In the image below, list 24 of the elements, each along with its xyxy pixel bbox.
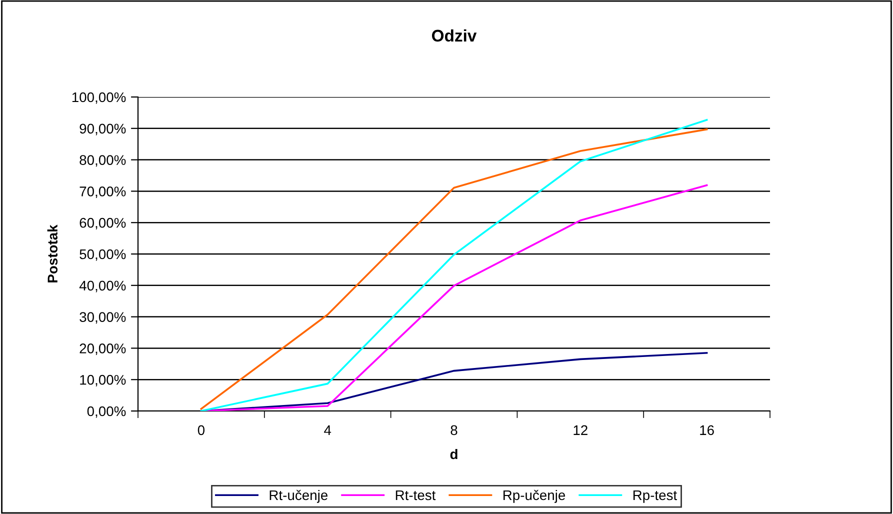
y-tick-label: 90,00% — [80, 124, 126, 136]
legend-label: Rt-učenje — [270, 490, 328, 503]
x-tick-label: 8 — [450, 425, 458, 436]
x-tick-label: 12 — [574, 425, 588, 435]
legend-label: Rp-test — [633, 490, 677, 503]
x-tick-label: 16 — [700, 425, 714, 436]
line-series — [200, 352, 708, 411]
chart-title: Odziv — [432, 29, 477, 42]
y-tick-label: 30,00% — [80, 312, 126, 324]
x-axis-title: d — [450, 448, 458, 460]
y-tick-label: 10,00% — [80, 374, 126, 386]
legend-label: Rt-test — [396, 490, 436, 500]
y-tick-label: 60,00% — [80, 218, 126, 230]
y-tick-label: 0,00% — [87, 406, 126, 418]
legend-label: Rp-učenje — [503, 490, 566, 503]
y-tick-label: 100,00% — [72, 92, 126, 104]
y-tick-label: 70,00% — [80, 186, 126, 198]
x-tick-label: 4 — [324, 425, 332, 435]
y-tick-label: 40,00% — [79, 280, 126, 292]
y-tick-label: 20,00% — [80, 344, 126, 356]
y-tick-label: 50,00% — [80, 249, 126, 261]
y-tick-label: 80,00% — [80, 155, 126, 167]
y-axis-title: Postotak — [47, 224, 58, 282]
x-tick-label: 0 — [198, 425, 205, 436]
